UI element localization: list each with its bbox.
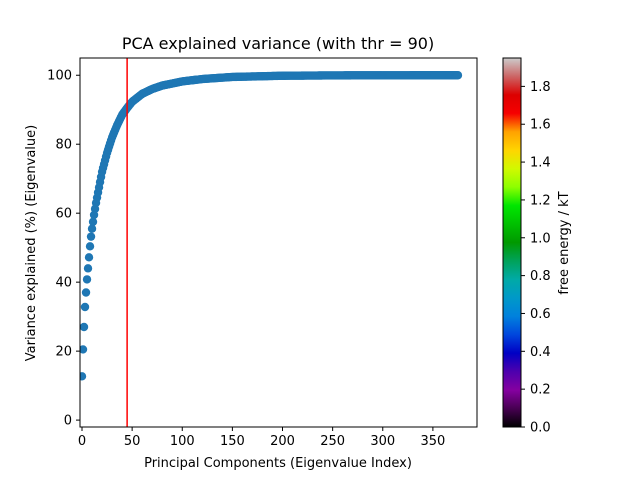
data-point: [88, 217, 98, 227]
x-axis-label: Principal Components (Eigenvalue Index): [144, 456, 412, 471]
colorbar-label: free energy / kT: [557, 191, 572, 294]
colorbar-frame: [502, 57, 522, 428]
plot-frame: [79, 57, 478, 428]
data-point: [86, 232, 96, 241]
colorbar-tick-label: 1.0: [530, 231, 551, 246]
data-point: [87, 224, 97, 233]
data-point: [80, 372, 87, 381]
x-axis-ticks: 0 50 100 150 200 250 300 350: [78, 427, 445, 449]
chart-title: PCA explained variance (with thr = 90): [122, 34, 434, 53]
x-tick-label: 50: [124, 434, 141, 449]
y-axis-label: Variance explained (%) (Eigenvalue): [24, 125, 39, 361]
colorbar-tick-label: 0.8: [530, 269, 551, 284]
colorbar-tick-label: 0.6: [530, 307, 551, 322]
data-point: [85, 242, 95, 251]
colorbar-gradient: [503, 58, 521, 427]
colorbar-tick-label: 1.8: [530, 80, 551, 95]
x-tick-label: 200: [270, 434, 295, 449]
x-tick-label: 150: [220, 434, 245, 449]
data-point: [82, 275, 92, 284]
y-tick-label: 100: [47, 69, 72, 84]
data-point: [80, 322, 89, 332]
colorbar-ticks: 0.0 0.2 0.4 0.6 0.8 1.0 1.2 1.4 1.6 1.8: [521, 80, 551, 436]
colorbar-tick-label: 0.0: [530, 421, 551, 436]
y-axis-ticks: 0 20 40 60 80 100: [47, 69, 80, 429]
x-tick-label: 0: [78, 434, 86, 449]
y-tick-label: 80: [55, 138, 72, 153]
colorbar-tick-label: 0.2: [530, 383, 551, 398]
colorbar-tick-label: 0.4: [530, 345, 551, 360]
x-tick-label: 300: [370, 434, 395, 449]
x-tick-label: 100: [170, 434, 195, 449]
x-tick-label: 250: [320, 434, 345, 449]
colorbar-tick-label: 1.4: [530, 156, 551, 171]
colorbar: 0.0 0.2 0.4 0.6 0.8 1.0 1.2 1.4 1.6 1.8 free ener…: [502, 57, 572, 436]
data-points: [80, 71, 463, 381]
colorbar-tick-label: 1.2: [530, 193, 551, 208]
plot-area: 0 50 100 150 200 250 300 350 0 20 40 60 80 100: [47, 57, 478, 449]
y-tick-label: 60: [55, 207, 72, 222]
data-point: [83, 264, 93, 273]
y-tick-label: 0: [64, 414, 72, 429]
data-point: [81, 288, 91, 297]
colorbar-tick-label: 1.6: [530, 118, 551, 133]
y-tick-label: 40: [55, 276, 72, 291]
data-point: [80, 345, 88, 354]
data-point: [80, 302, 90, 312]
data-point: [84, 253, 94, 262]
data-point: [453, 71, 463, 80]
x-tick-label: 350: [420, 434, 445, 449]
y-tick-label: 20: [55, 345, 72, 360]
